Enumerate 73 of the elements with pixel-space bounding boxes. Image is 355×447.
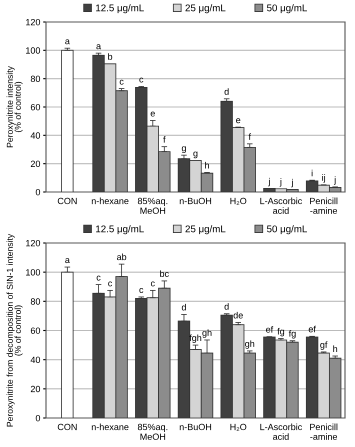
x-tick-label: CON	[58, 424, 77, 430]
data-label: f	[248, 133, 252, 140]
x-tick-label: H₂O	[230, 198, 246, 205]
legend-label: 50 μg/mL	[266, 4, 307, 14]
y-tick-label: 20	[30, 160, 40, 168]
legend-label: 25 μg/mL	[186, 4, 226, 14]
data-label: e	[236, 118, 240, 124]
data-label: c	[120, 80, 124, 85]
y-tick-label: 0	[36, 188, 40, 196]
data-label: fg	[277, 328, 284, 336]
data-label: c	[139, 78, 144, 83]
x-tick-label: H₂O	[230, 424, 246, 431]
y-axis-title: Peroxynitrite intensity (% of control)	[6, 66, 23, 148]
x-tick-label: n-BuOH	[180, 198, 212, 204]
legend-label: 12.5 μg/mL	[96, 4, 144, 14]
data-label: g	[182, 146, 186, 154]
y-tick-label: 80	[30, 76, 40, 82]
data-label: h	[205, 162, 209, 168]
data-label: e	[150, 112, 155, 117]
x-tick-label: CON	[58, 198, 77, 204]
x-tick-label: n-BuOH	[180, 424, 212, 430]
data-label: de	[234, 312, 243, 319]
y-tick-label: 100	[26, 269, 40, 276]
data-label: h	[333, 345, 338, 352]
y-tick-label: 120	[26, 240, 40, 246]
y-tick-label: 120	[26, 18, 40, 26]
y-axis-title: Peroxynitrite from decomposition of SIN-1 intensity (% of control)	[6, 234, 23, 426]
data-label: d	[224, 88, 229, 95]
data-label: g	[193, 152, 198, 158]
data-label: j	[334, 176, 336, 185]
data-label: c	[139, 288, 144, 293]
y-tick-label: 20	[30, 386, 40, 392]
data-label: ab	[116, 254, 126, 260]
y-tick-label: 40	[30, 356, 40, 364]
y-tick-label: 60	[30, 104, 40, 110]
legend-label: 50 μg/mL	[266, 225, 307, 234]
data-label: j	[291, 178, 293, 188]
y-tick-label: 100	[26, 47, 40, 54]
data-label: fg	[288, 330, 296, 339]
data-label: j	[280, 178, 282, 187]
data-label: ij	[322, 174, 326, 183]
y-tick-label: 80	[30, 298, 40, 305]
x-tick-label: n-hexane	[92, 198, 128, 204]
data-label: d	[182, 304, 186, 310]
data-label: a	[96, 44, 102, 50]
data-label: c	[96, 276, 101, 281]
data-label: a	[65, 258, 70, 264]
legend-label: 12.5 μg/mL	[96, 225, 144, 234]
data-label: gh	[245, 340, 254, 349]
data-label: d	[224, 303, 229, 310]
data-label: f	[163, 136, 166, 143]
data-label: gh	[202, 329, 212, 338]
data-label: j	[268, 178, 270, 186]
legend-label: 25 μg/mL	[186, 225, 226, 234]
x-tick-label: 85%aq. MeOH	[138, 424, 168, 440]
data-label: gf	[320, 341, 328, 350]
x-tick-label: L-Ascorbic acid	[260, 198, 302, 214]
data-label: bc	[160, 270, 169, 277]
x-tick-label: L-Ascorbic acid	[260, 424, 302, 440]
x-tick-label: Penicill -amine	[310, 198, 338, 214]
data-label: i	[312, 170, 313, 176]
data-label: c	[108, 281, 112, 286]
x-tick-label: 85%aq. MeOH	[138, 198, 168, 214]
y-tick-label: 60	[30, 327, 40, 334]
data-label: ef	[308, 326, 316, 332]
data-label: ef	[266, 326, 274, 333]
y-tick-label: 0	[36, 414, 40, 422]
x-tick-label: Penicill -amine	[310, 424, 338, 440]
x-tick-label: n-hexane	[92, 424, 128, 430]
data-label: b	[108, 53, 112, 60]
data-label: c	[150, 281, 155, 286]
data-label: a	[65, 39, 70, 44]
y-tick-label: 40	[30, 132, 40, 139]
